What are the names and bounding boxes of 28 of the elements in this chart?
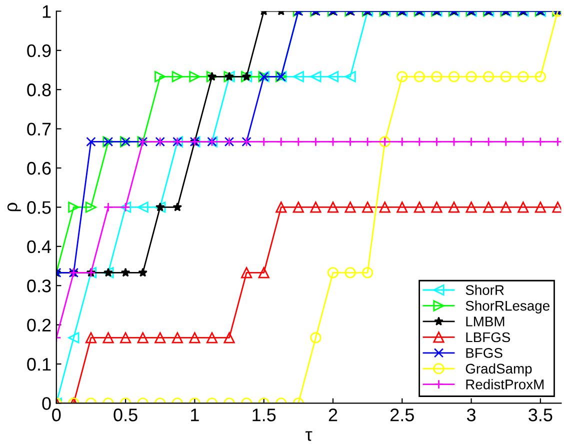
- x-tick-label: 2.5: [390, 408, 414, 422]
- x-tick-label: 0.5: [114, 408, 138, 422]
- legend-label: ShorRLesage: [466, 300, 550, 314]
- x-tick-label: 3: [466, 408, 476, 422]
- x-tick-label: 1.5: [252, 408, 276, 422]
- y-tick-label: 0.6: [27, 162, 51, 175]
- legend-label: LBFGS: [466, 332, 510, 342]
- x-tick-label: 2: [328, 408, 338, 422]
- y-tick-label: 0: [42, 397, 51, 410]
- y-tick-label: 1: [42, 5, 51, 18]
- y-tick-label: 0.8: [27, 84, 51, 96]
- y-tick-label: 0.5: [27, 201, 51, 214]
- legend-label: ShorR: [466, 284, 504, 295]
- x-tick-label: 0: [52, 408, 61, 422]
- y-tick-label: 0.7: [27, 122, 51, 136]
- y-tick-label: 0.3: [27, 280, 51, 292]
- legend-label: BFGS: [466, 348, 502, 358]
- legend-label: RedistProxM: [466, 379, 544, 390]
- y-axis-title: ρ: [7, 202, 21, 212]
- x-axis-title: τ: [305, 431, 312, 441]
- x-tick-label: 3.5: [528, 408, 552, 422]
- legend-label: GradSamp: [466, 363, 532, 376]
- y-tick-label: 0.2: [27, 318, 51, 332]
- y-tick-label: 0.9: [27, 44, 51, 58]
- y-tick-label: 0.4: [27, 240, 52, 254]
- y-tick-label: 0.1: [27, 358, 51, 371]
- x-tick-label: 1: [191, 408, 199, 422]
- legend-label: LMBM: [466, 316, 504, 326]
